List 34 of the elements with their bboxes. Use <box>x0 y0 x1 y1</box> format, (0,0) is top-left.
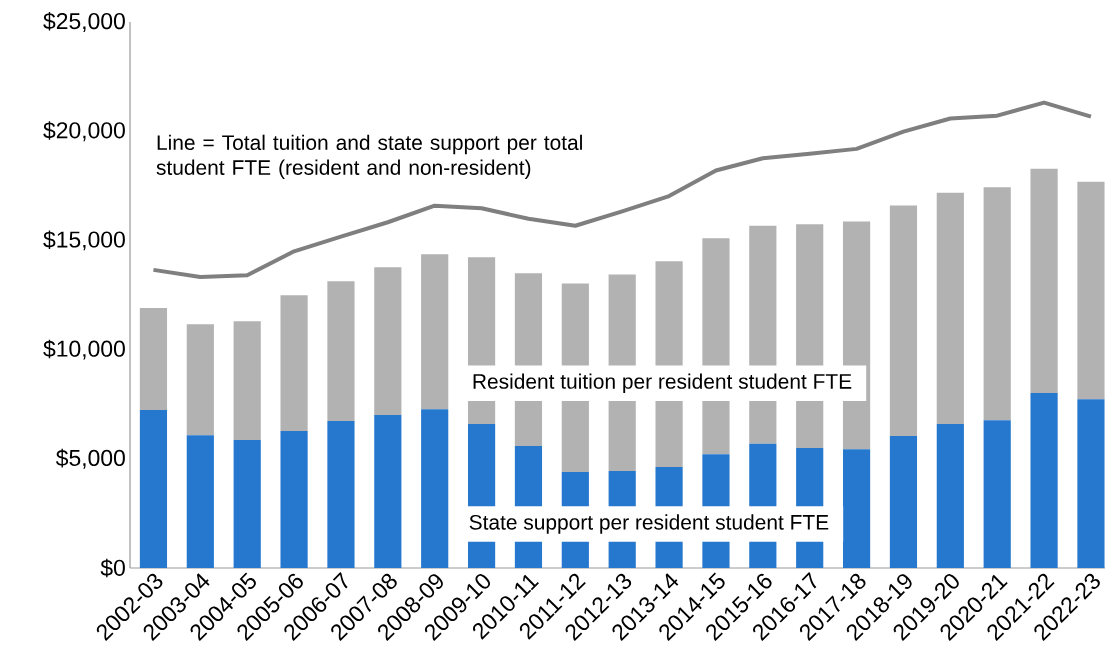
y-tick-label: $5,000 <box>55 448 125 469</box>
series-label: State support per resident student FTE <box>469 514 829 534</box>
bar <box>280 431 308 568</box>
bar <box>233 440 261 568</box>
bar <box>1030 168 1058 394</box>
bar <box>983 187 1011 421</box>
line-series <box>151 100 1093 280</box>
bar <box>421 254 449 410</box>
bar <box>374 267 402 416</box>
bar <box>186 324 214 436</box>
y-tick-label: $10,000 <box>43 339 125 360</box>
bar <box>374 415 402 568</box>
text: Line = Total tuition and state support per total student FTE (resident and non-resident) <box>156 134 582 180</box>
bar <box>139 410 168 568</box>
bar <box>1030 393 1058 568</box>
bar <box>421 409 449 568</box>
bar <box>936 192 964 425</box>
bar <box>889 436 918 568</box>
bar <box>327 281 355 421</box>
bar <box>280 295 308 432</box>
bar <box>1077 399 1105 568</box>
bar <box>139 308 168 411</box>
bar <box>983 420 1011 568</box>
y-tick-label: $15,000 <box>43 230 125 251</box>
bar <box>327 421 355 568</box>
bar <box>889 205 918 437</box>
bar <box>233 321 261 440</box>
bar <box>1077 181 1105 400</box>
y-tick-label: $20,000 <box>43 121 125 142</box>
series-label: Resident tuition per resident student FTE <box>473 373 852 393</box>
bar <box>186 435 214 568</box>
bar <box>936 424 964 568</box>
y-tick-label: $25,000 <box>43 12 125 32</box>
bar <box>842 449 871 568</box>
